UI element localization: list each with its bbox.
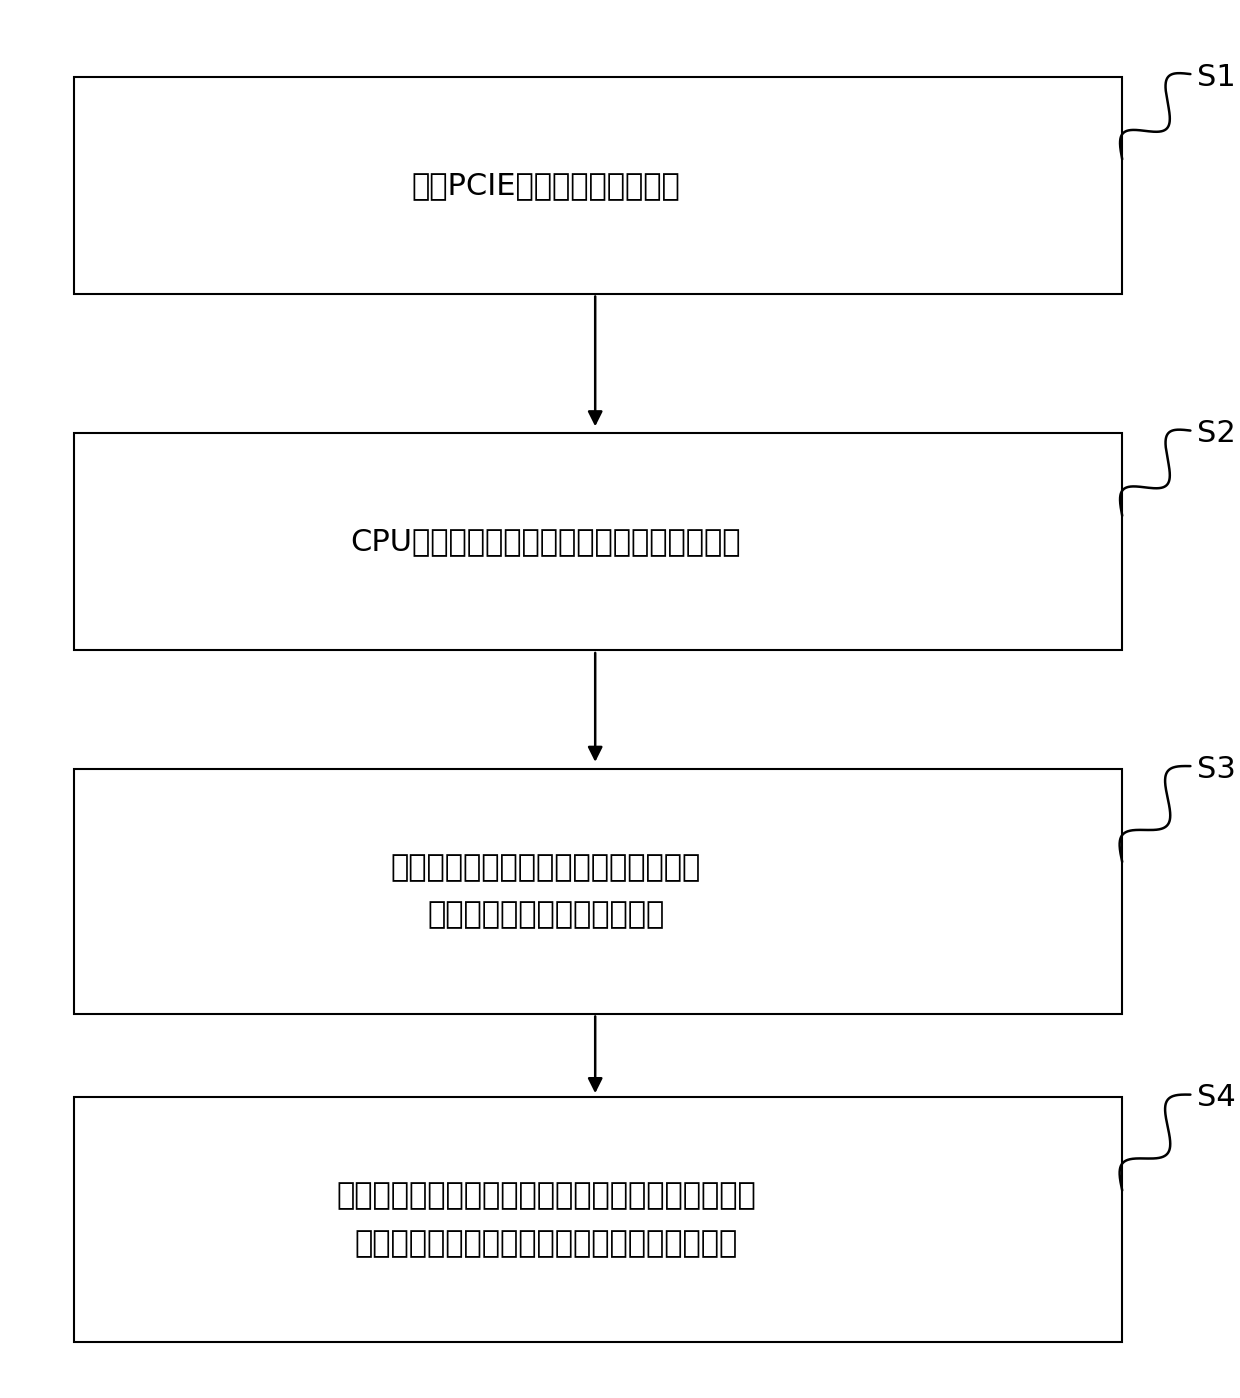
Text: CPU将所述当前工作模式信息发送至南桥芯片: CPU将所述当前工作模式信息发送至南桥芯片	[351, 527, 742, 556]
Text: S2: S2	[1197, 419, 1235, 449]
Bar	[74, 77, 1122, 294]
Text: S3: S3	[1197, 755, 1235, 784]
Text: 根据所述当前工作模式信息，所述复杂可编程逻辑控
制器控制所述当前工作模式对应的状态灯的显示: 根据所述当前工作模式信息，所述复杂可编程逻辑控 制器控制所述当前工作模式对应的状…	[336, 1181, 756, 1258]
Text: S1: S1	[1197, 63, 1235, 92]
Text: 判断PCIE硬盘的当前工作模式: 判断PCIE硬盘的当前工作模式	[412, 171, 681, 200]
Text: S4: S4	[1197, 1083, 1235, 1113]
Bar	[74, 1097, 1122, 1342]
Text: 所述南桥芯片将所述当前工作模式信息
发送至复杂可编程逻辑控制器: 所述南桥芯片将所述当前工作模式信息 发送至复杂可编程逻辑控制器	[391, 853, 701, 930]
Bar	[74, 769, 1122, 1014]
Bar	[74, 433, 1122, 650]
